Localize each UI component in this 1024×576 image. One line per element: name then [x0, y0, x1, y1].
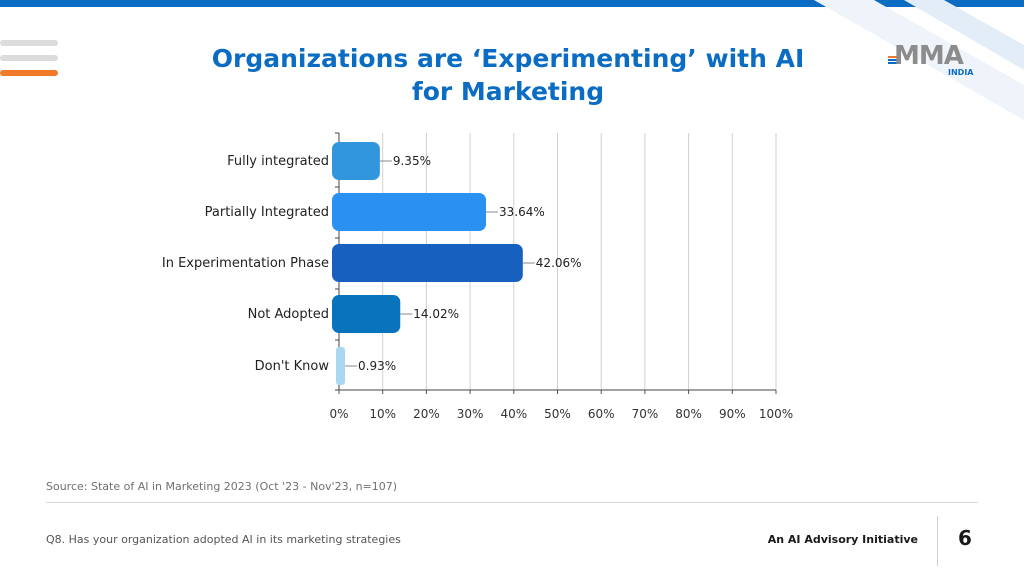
bar-base [339, 193, 346, 231]
menu-line-3 [0, 70, 58, 76]
top-accent-bar [0, 0, 1024, 7]
x-tick-label: 80% [675, 407, 702, 421]
source-note: Source: State of AI in Marketing 2023 (O… [46, 480, 398, 493]
menu-line-1 [0, 40, 58, 46]
category-label: Not Adopted [248, 307, 329, 322]
x-tick-label: 10% [369, 407, 396, 421]
x-tick-label: 70% [632, 407, 659, 421]
x-tick-label: 100% [759, 407, 793, 421]
x-tick-label: 0% [329, 407, 348, 421]
bar [332, 193, 487, 231]
survey-question: Q8. Has your organization adopted AI in … [46, 533, 401, 546]
category-label: Partially Integrated [205, 205, 329, 220]
x-tick-label: 30% [457, 407, 484, 421]
value-label: 9.35% [393, 154, 431, 168]
logo-stripe-1 [888, 56, 900, 58]
bar [332, 295, 401, 333]
bar [332, 244, 523, 282]
value-label: 42.06% [536, 256, 582, 270]
footer-divider [46, 502, 978, 503]
x-tick-label: 50% [544, 407, 571, 421]
value-label: 0.93% [358, 359, 396, 373]
logo-stripe-3 [888, 62, 900, 64]
logo-main-text: MMA [894, 41, 964, 71]
x-tick-label: 60% [588, 407, 615, 421]
mma-india-logo: MMA INDIA [886, 42, 976, 80]
bar-base [339, 295, 346, 333]
category-label: Fully integrated [227, 154, 329, 169]
category-label: In Experimentation Phase [162, 256, 329, 271]
logo-sub-text: INDIA [948, 68, 974, 77]
bar-base [339, 347, 342, 385]
slide-title-line-1: Organizations are ‘Experimenting’ with A… [211, 44, 805, 73]
footer-separator [937, 516, 938, 566]
slide-title: Organizations are ‘Experimenting’ with A… [150, 42, 866, 108]
category-label: Don't Know [255, 359, 330, 374]
bar-base [339, 244, 346, 282]
x-tick-label: 20% [413, 407, 440, 421]
value-label: 33.64% [499, 205, 545, 219]
x-tick-label: 40% [500, 407, 527, 421]
menu-lines-decoration [0, 40, 58, 85]
slide-title-line-2: for Marketing [411, 77, 605, 106]
corner-swoosh-decoration [814, 0, 1024, 120]
initiative-label: An AI Advisory Initiative [767, 533, 918, 546]
menu-line-2 [0, 55, 58, 61]
bar-base [339, 142, 346, 180]
page-number: 6 [958, 526, 972, 550]
x-tick-label: 90% [719, 407, 746, 421]
value-label: 14.02% [413, 307, 459, 321]
logo-stripe-2 [888, 59, 900, 61]
logo-stripes [888, 56, 900, 65]
